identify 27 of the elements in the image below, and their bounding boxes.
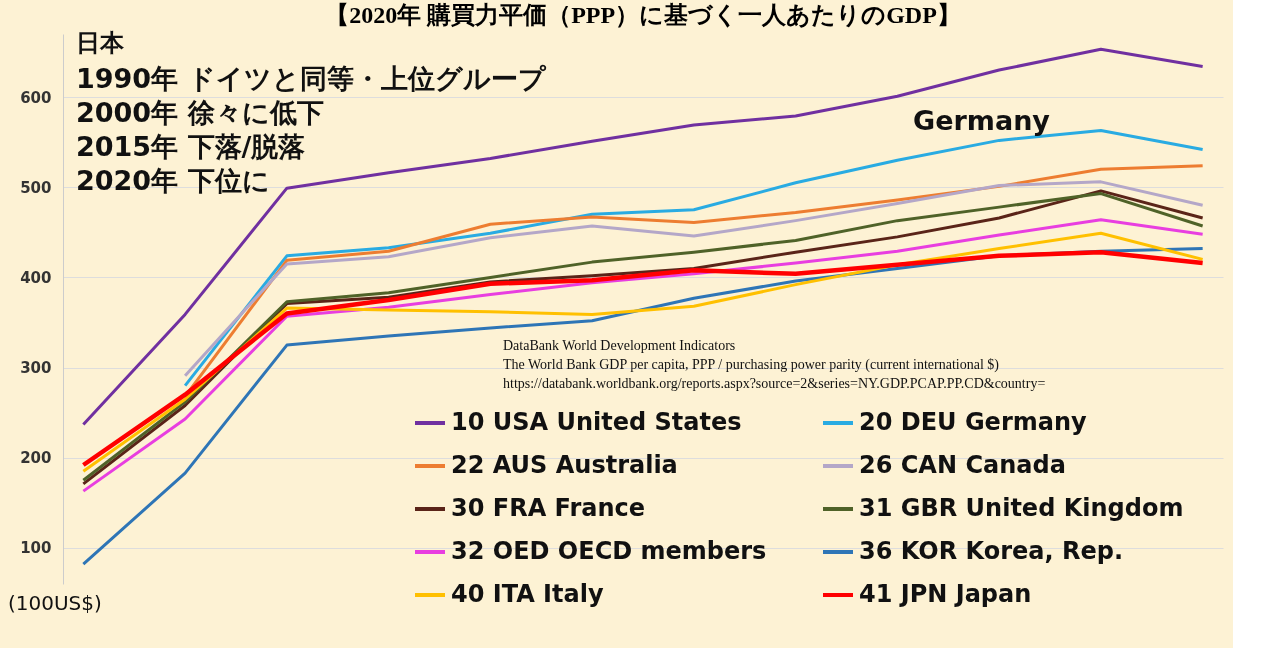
annotation: 日本 [76,29,125,57]
annotation: 2015年 下落/脱落 [76,131,306,162]
legend-label: 36 KOR Korea, Rep. [859,537,1124,565]
annotation: Germany [913,105,1051,136]
y-tick-label: 100 [20,539,52,558]
annotation: 2000年 徐々に低下 [76,97,324,128]
legend-label: 20 DEU Germany [859,408,1088,436]
y-axis-title: (100US$) [8,591,102,615]
annotation: The World Bank GDP per capita, PPP / purchasing power parity (current international $) [503,357,1000,373]
legend-label: 41 JPN Japan [859,580,1032,608]
annotation: 1990年 ドイツと同等・上位グループ [76,63,547,94]
legend-label: 40 ITA Italy [451,580,604,608]
y-tick-label: 600 [20,88,52,107]
annotation: https://databank.worldbank.org/reports.aspx?source=2&series=NY.GDP.PCAP.PP.CD&country= [503,376,1046,391]
legend-label: 32 OED OECD members [451,537,767,565]
legend-label: 22 AUS Australia [451,451,678,479]
legend-label: 26 CAN Canada [859,451,1066,479]
y-tick-label: 300 [20,359,52,378]
chart-title: 【2020年 購買力平価（PPP）に基づく一人あたりのGDP】 [325,2,961,28]
annotation: DataBank World Development Indicators [503,338,736,353]
legend-label: 10 USA United States [451,408,742,436]
annotation: 2020年 下位に [76,165,270,196]
y-tick-label: 500 [20,178,52,197]
y-tick-label: 400 [20,268,52,287]
y-tick-label: 200 [20,449,52,468]
legend-label: 30 FRA France [451,494,646,522]
legend-label: 31 GBR United Kingdom [859,494,1184,522]
